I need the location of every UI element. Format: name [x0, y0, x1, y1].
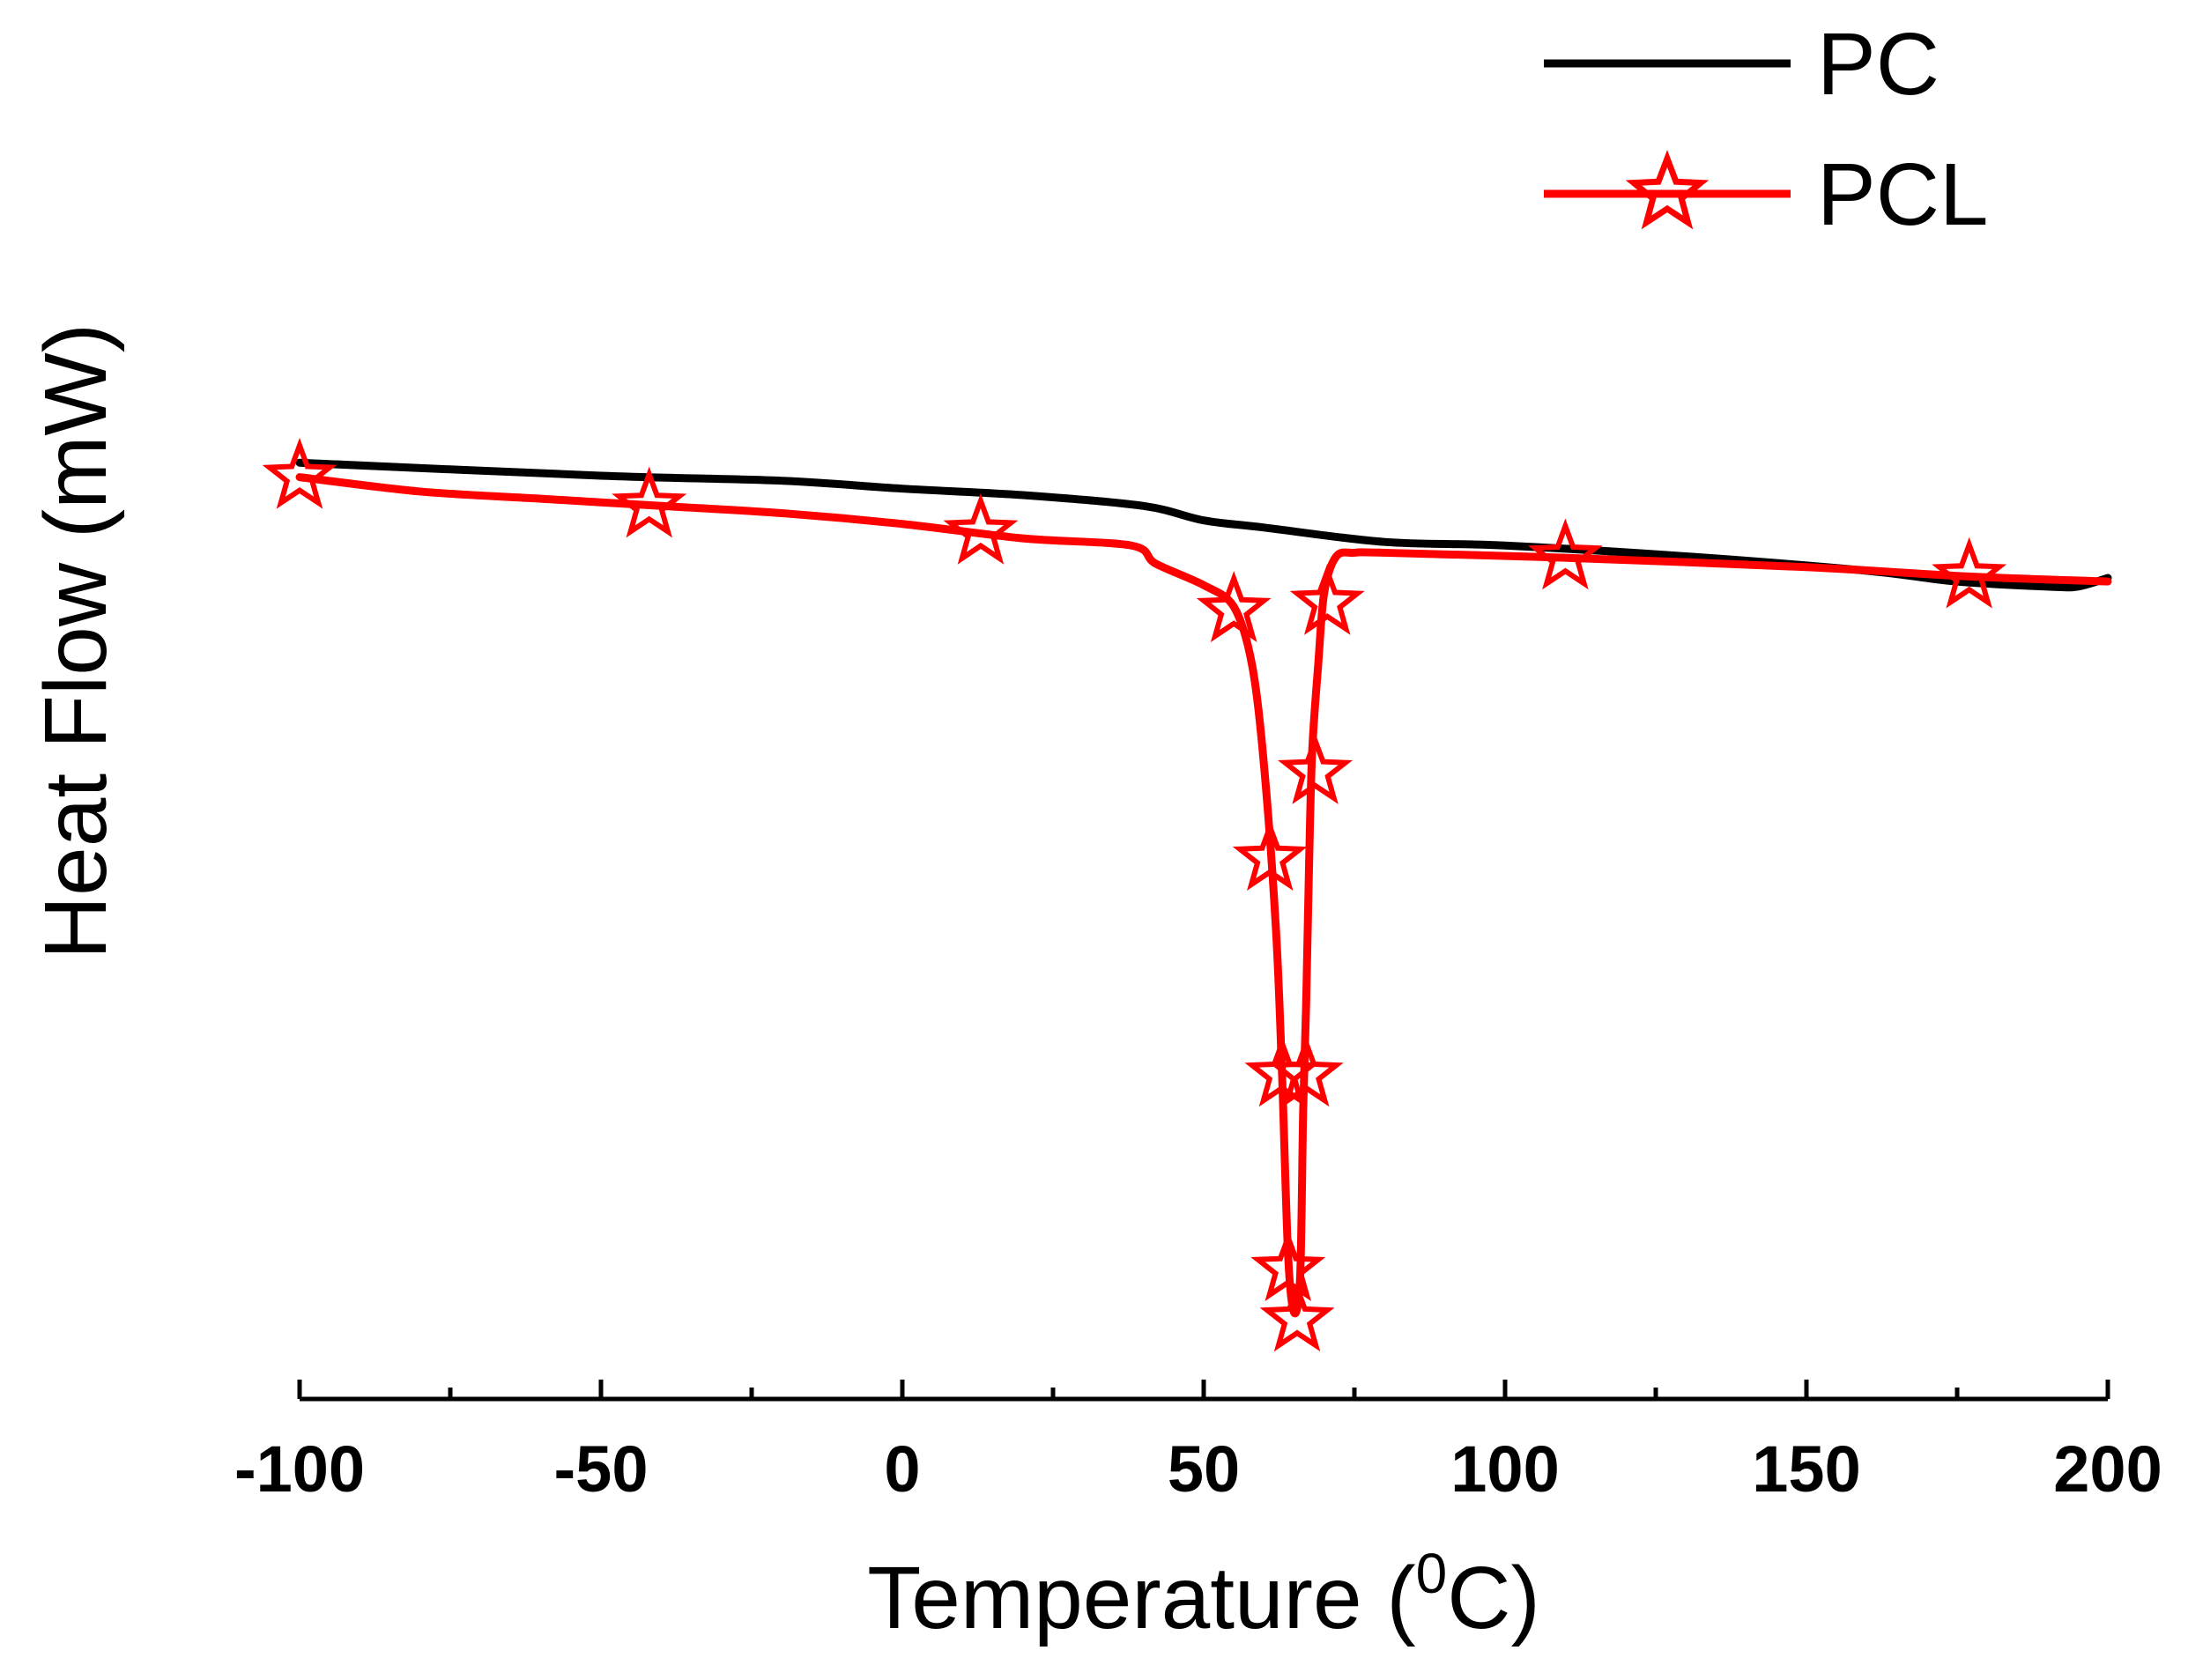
pcl-star-marker	[1268, 1035, 1344, 1107]
x-tick-label: 0	[884, 1432, 920, 1506]
x-tick-label: 100	[1450, 1432, 1559, 1506]
x-axis-title: Temperature (0C)	[867, 1542, 1540, 1647]
legend-star-shape	[1625, 150, 1710, 230]
y-axis-title: Heat Flow (mW)	[26, 323, 125, 959]
legend: PC PCL	[1544, 15, 1989, 244]
pcl-star-marker	[1259, 1280, 1335, 1352]
x-tick-label: 50	[1168, 1432, 1240, 1506]
x-axis-ticks	[297, 1380, 2110, 1399]
plot-area: -100 -50 0 50 100 150 200	[234, 437, 2162, 1506]
pcl-star-marker	[1528, 518, 1603, 590]
pcl-star-marker	[1232, 819, 1308, 892]
pcl-star-marker	[612, 466, 687, 538]
legend-pcl-star-marker	[1625, 150, 1710, 230]
pcl-star-marker	[262, 437, 337, 509]
x-axis-tick-labels: -100 -50 0 50 100 150 200	[234, 1432, 2162, 1506]
x-axis-title-superscript: 0	[1416, 1542, 1448, 1605]
series-line-pcl	[295, 473, 2112, 1318]
x-axis-title-text: Temperature (	[867, 1549, 1415, 1647]
pcl-star-marker	[1250, 1230, 1326, 1302]
pcl-star-marker	[1244, 1035, 1320, 1107]
legend-pcl-label: PCL	[1817, 145, 1989, 244]
series-markers	[262, 437, 2007, 1352]
x-tick-label: -50	[554, 1432, 649, 1506]
x-axis-title-unit: C)	[1447, 1549, 1540, 1647]
series-lines	[295, 458, 2112, 1318]
x-tick-label: 200	[2053, 1432, 2162, 1506]
pcl-star-marker	[1932, 537, 2007, 609]
pcl-star-marker	[1289, 564, 1365, 635]
legend-pc-label: PC	[1817, 15, 1940, 114]
pcl-star-marker	[943, 492, 1019, 565]
x-tick-label: -100	[234, 1432, 365, 1506]
pcl-star-marker	[1278, 733, 1354, 804]
pcl-star-marker	[1196, 571, 1272, 643]
x-tick-label: 150	[1752, 1432, 1860, 1506]
series-line-pc	[295, 458, 2112, 592]
